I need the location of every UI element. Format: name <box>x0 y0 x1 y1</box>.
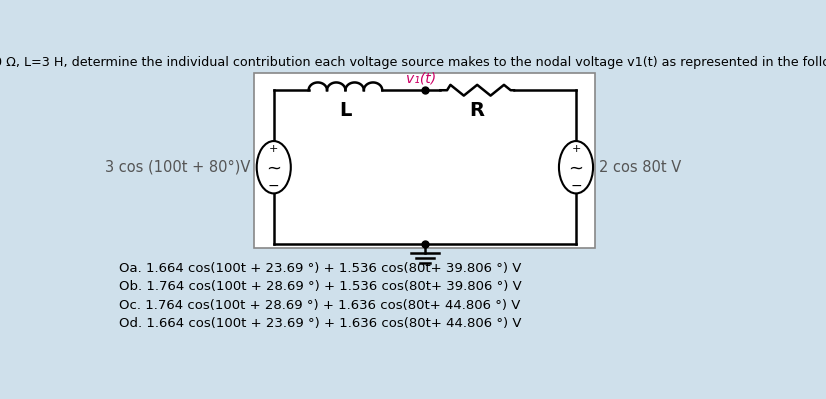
Text: R: R <box>470 101 485 120</box>
Text: 3 cos (100t + 80°)V: 3 cos (100t + 80°)V <box>105 160 250 175</box>
Text: −: − <box>268 179 279 193</box>
Text: Od. 1.664 cos(100t + 23.69 °) + 1.636 cos(80t+ 44.806 °) V: Od. 1.664 cos(100t + 23.69 °) + 1.636 co… <box>119 317 521 330</box>
Text: L: L <box>339 101 352 120</box>
Text: +: + <box>269 144 278 154</box>
FancyBboxPatch shape <box>254 73 596 248</box>
Text: 2 cos 80t V: 2 cos 80t V <box>599 160 681 175</box>
Text: v₁(t): v₁(t) <box>406 71 436 86</box>
Text: −: − <box>570 179 582 193</box>
Text: +: + <box>572 144 581 154</box>
Text: ~: ~ <box>568 160 583 178</box>
Text: If R=200 Ω, L=3 H, determine the individual contribution each voltage source mak: If R=200 Ω, L=3 H, determine the individ… <box>0 55 826 69</box>
Text: Ob. 1.764 cos(100t + 28.69 °) + 1.536 cos(80t+ 39.806 °) V: Ob. 1.764 cos(100t + 28.69 °) + 1.536 co… <box>119 280 521 293</box>
Ellipse shape <box>257 141 291 194</box>
Text: ~: ~ <box>266 160 281 178</box>
Ellipse shape <box>559 141 593 194</box>
Text: Oa. 1.664 cos(100t + 23.69 °) + 1.536 cos(80t+ 39.806 °) V: Oa. 1.664 cos(100t + 23.69 °) + 1.536 co… <box>119 262 521 275</box>
Text: Oc. 1.764 cos(100t + 28.69 °) + 1.636 cos(80t+ 44.806 °) V: Oc. 1.764 cos(100t + 28.69 °) + 1.636 co… <box>119 299 520 312</box>
